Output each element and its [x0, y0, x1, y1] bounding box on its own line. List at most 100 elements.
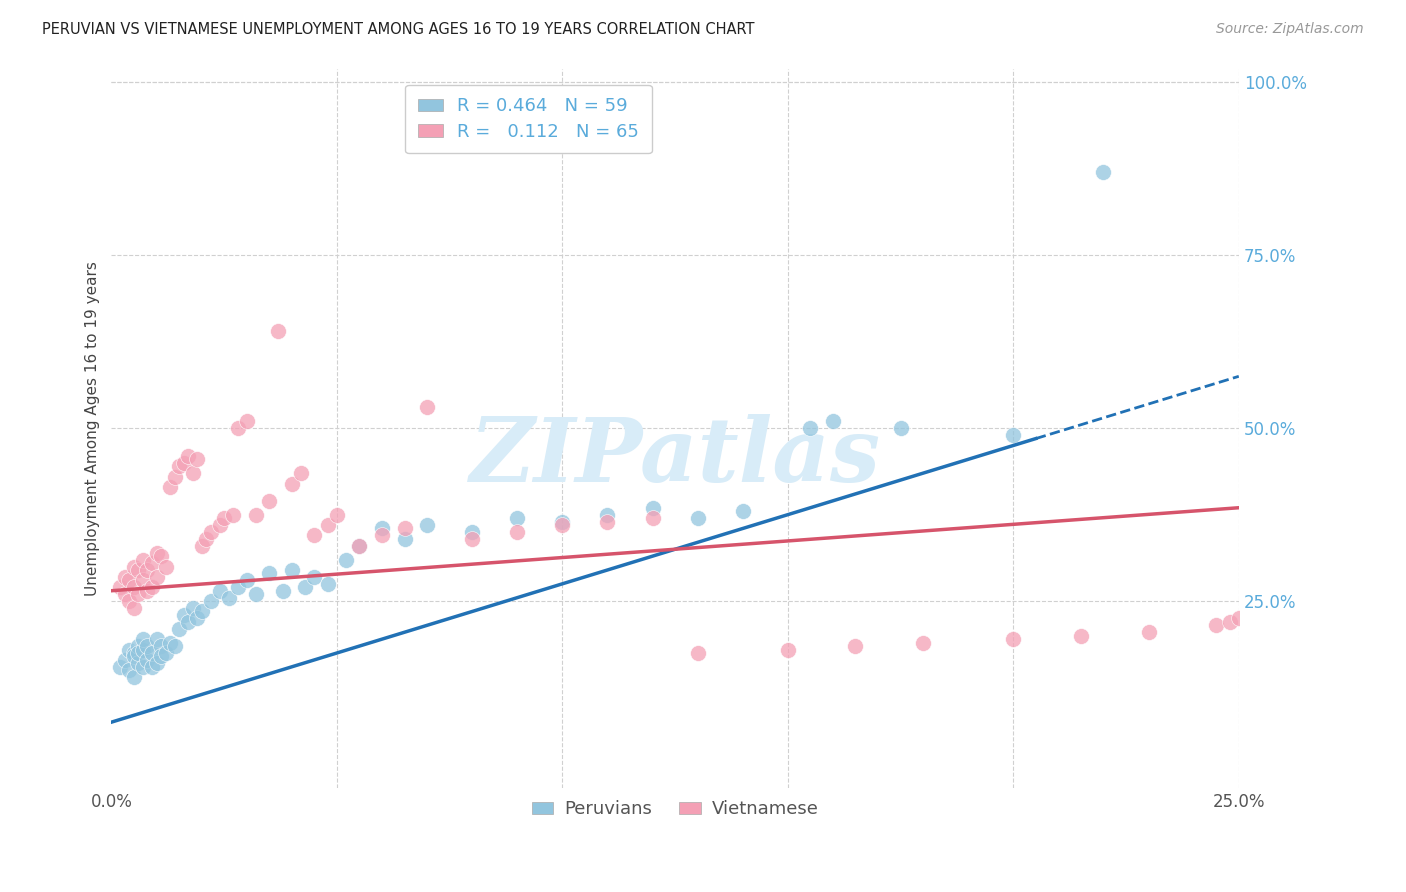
Point	[141, 660, 163, 674]
Point	[304, 528, 326, 542]
Point	[200, 594, 222, 608]
Point	[208, 518, 231, 533]
Point	[245, 587, 267, 601]
Point	[1002, 632, 1025, 647]
Point	[731, 504, 754, 518]
Point	[132, 552, 155, 566]
Point	[799, 421, 821, 435]
Point	[222, 508, 245, 522]
Point	[114, 587, 136, 601]
Point	[257, 566, 280, 581]
Point	[136, 639, 159, 653]
Point	[461, 532, 484, 546]
Point	[132, 642, 155, 657]
Point	[122, 559, 145, 574]
Point	[145, 632, 167, 647]
Point	[186, 611, 208, 625]
Point	[145, 570, 167, 584]
Point	[122, 580, 145, 594]
Point	[551, 518, 574, 533]
Point	[190, 539, 212, 553]
Point	[257, 493, 280, 508]
Point	[114, 570, 136, 584]
Point	[506, 524, 529, 539]
Point	[122, 670, 145, 684]
Point	[190, 605, 212, 619]
Point	[641, 511, 664, 525]
Point	[1219, 615, 1241, 629]
Point	[416, 401, 439, 415]
Point	[186, 452, 208, 467]
Point	[167, 622, 190, 636]
Point	[159, 480, 181, 494]
Point	[1205, 618, 1227, 632]
Point	[461, 524, 484, 539]
Point	[1137, 625, 1160, 640]
Point	[145, 546, 167, 560]
Point	[127, 646, 149, 660]
Point	[136, 583, 159, 598]
Point	[122, 649, 145, 664]
Point	[145, 657, 167, 671]
Point	[1070, 629, 1092, 643]
Point	[127, 657, 149, 671]
Point	[118, 574, 141, 588]
Point	[163, 639, 186, 653]
Point	[127, 563, 149, 577]
Point	[294, 580, 316, 594]
Point	[596, 508, 619, 522]
Point	[776, 642, 799, 657]
Point	[173, 607, 195, 622]
Point	[118, 663, 141, 677]
Point	[226, 580, 249, 594]
Point	[177, 615, 200, 629]
Point	[212, 511, 235, 525]
Point	[132, 660, 155, 674]
Point	[118, 594, 141, 608]
Point	[155, 646, 177, 660]
Point	[349, 539, 371, 553]
Point	[281, 563, 304, 577]
Point	[371, 521, 394, 535]
Point	[173, 456, 195, 470]
Point	[127, 587, 149, 601]
Point	[551, 515, 574, 529]
Point	[326, 508, 349, 522]
Point	[195, 532, 218, 546]
Point	[122, 601, 145, 615]
Point	[167, 459, 190, 474]
Point	[821, 414, 844, 428]
Point	[200, 524, 222, 539]
Point	[506, 511, 529, 525]
Point	[110, 580, 132, 594]
Point	[1250, 605, 1272, 619]
Point	[596, 515, 619, 529]
Point	[316, 518, 339, 533]
Point	[316, 577, 339, 591]
Point	[235, 574, 257, 588]
Point	[141, 580, 163, 594]
Point	[394, 521, 416, 535]
Point	[1236, 607, 1258, 622]
Point	[155, 559, 177, 574]
Point	[290, 466, 312, 480]
Point	[912, 635, 935, 649]
Point	[1002, 428, 1025, 442]
Point	[226, 421, 249, 435]
Point	[371, 528, 394, 542]
Legend: Peruvians, Vietnamese: Peruvians, Vietnamese	[524, 793, 825, 826]
Point	[132, 632, 155, 647]
Point	[394, 532, 416, 546]
Point	[218, 591, 240, 605]
Point	[335, 552, 357, 566]
Point	[281, 476, 304, 491]
Text: Source: ZipAtlas.com: Source: ZipAtlas.com	[1216, 22, 1364, 37]
Point	[686, 511, 709, 525]
Point	[163, 469, 186, 483]
Point	[141, 646, 163, 660]
Point	[150, 649, 173, 664]
Point	[235, 414, 257, 428]
Point	[110, 660, 132, 674]
Point	[267, 324, 290, 338]
Point	[641, 500, 664, 515]
